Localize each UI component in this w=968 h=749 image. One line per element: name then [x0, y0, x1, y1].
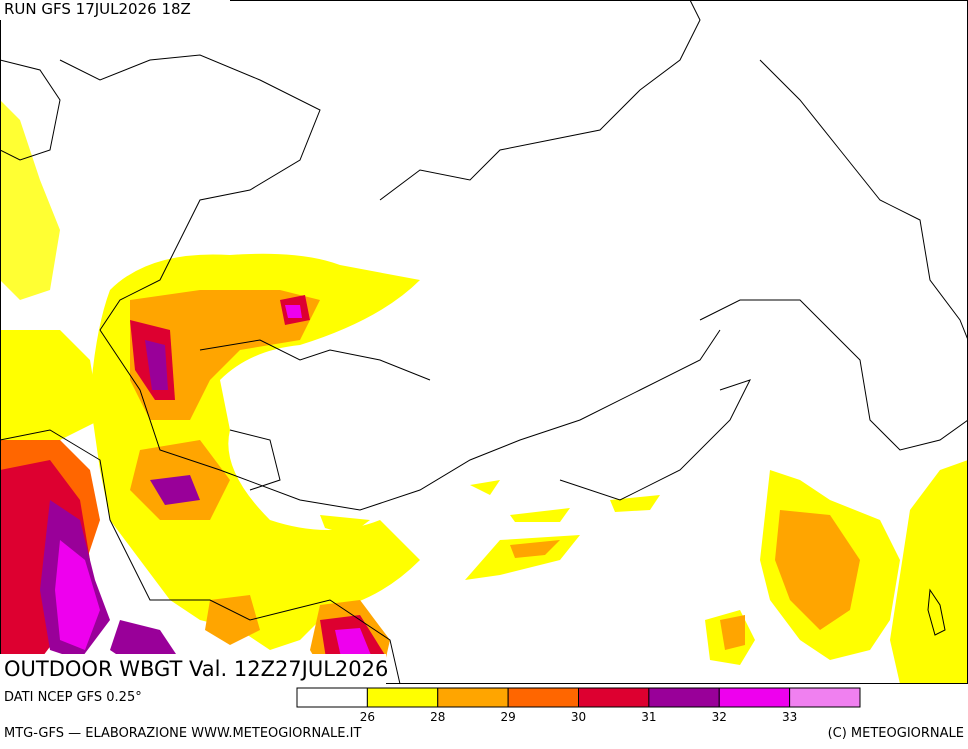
data-source: DATI NCEP GFS 0.25° — [4, 690, 142, 705]
legend-tick-label: 30 — [571, 710, 586, 724]
credit: MTG-GFS — ELABORAZIONE WWW.METEOGIORNALE… — [4, 726, 361, 741]
map-title: OUTDOOR WBGT Val. 12Z27JUL2026 — [4, 657, 388, 681]
legend-tick-label: 33 — [782, 710, 797, 724]
legend-box — [296, 687, 368, 708]
legend-box — [366, 687, 439, 708]
wbgt-field — [0, 100, 968, 684]
legend-box — [437, 687, 509, 708]
run-label-box — [0, 0, 230, 20]
legend-tick-label: 29 — [500, 710, 515, 724]
legend-box — [718, 687, 791, 708]
legend-box — [789, 687, 861, 708]
legend-tick-label: 28 — [430, 710, 445, 724]
legend-tick-label: 26 — [360, 710, 375, 724]
run-label: RUN GFS 17JUL2026 18Z — [4, 0, 191, 18]
legend-box — [507, 687, 579, 708]
legend-box — [648, 687, 720, 708]
legend-box — [578, 687, 650, 708]
copyright: (C) METEOGIORNALE — [828, 726, 964, 741]
legend-tick-label: 32 — [712, 710, 727, 724]
title-box — [0, 654, 386, 684]
legend-tick-label: 31 — [641, 710, 656, 724]
coastlines — [0, 0, 968, 685]
legend: 26 28 29 30 31 32 33 — [296, 687, 861, 724]
